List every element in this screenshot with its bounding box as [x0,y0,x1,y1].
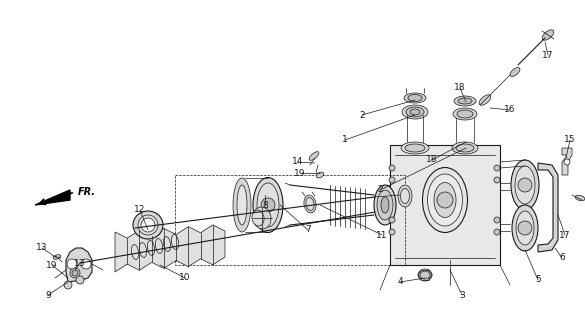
Polygon shape [115,225,225,272]
Ellipse shape [374,185,396,225]
Circle shape [64,281,72,289]
Text: 16: 16 [504,106,516,115]
Ellipse shape [516,211,534,245]
Circle shape [70,268,80,278]
Ellipse shape [133,211,163,239]
Text: 13: 13 [74,259,86,268]
Ellipse shape [257,183,279,227]
Polygon shape [390,145,500,265]
Ellipse shape [479,95,491,105]
Text: 5: 5 [535,276,541,284]
Ellipse shape [401,142,429,154]
Ellipse shape [53,255,61,259]
Polygon shape [538,163,558,252]
Ellipse shape [406,107,424,117]
Circle shape [389,177,395,183]
Ellipse shape [233,178,251,232]
Circle shape [141,218,155,232]
Circle shape [437,192,453,208]
Text: 17: 17 [559,230,571,239]
Ellipse shape [512,205,538,251]
Ellipse shape [453,108,477,120]
Ellipse shape [402,105,428,119]
Circle shape [389,165,395,171]
Text: 8: 8 [262,201,268,210]
Circle shape [389,229,395,235]
Text: 18: 18 [454,84,466,92]
Ellipse shape [309,152,319,160]
Bar [175,175,405,265]
Text: 17: 17 [542,51,554,60]
Ellipse shape [404,93,426,103]
Circle shape [494,165,500,171]
Text: 1: 1 [342,135,348,145]
Text: 9: 9 [45,291,51,300]
Text: 7: 7 [305,226,311,235]
Ellipse shape [458,98,472,104]
Ellipse shape [408,94,422,101]
Ellipse shape [420,271,430,279]
Ellipse shape [428,174,463,226]
Text: 4: 4 [397,277,403,286]
Ellipse shape [381,197,389,213]
Ellipse shape [515,166,535,204]
Ellipse shape [253,178,283,233]
Polygon shape [66,248,92,282]
Text: 12: 12 [135,205,146,214]
Text: 15: 15 [565,135,576,145]
Ellipse shape [542,30,554,40]
Text: 2: 2 [359,110,365,119]
Circle shape [564,159,570,165]
Ellipse shape [575,195,585,201]
Ellipse shape [434,182,456,218]
Circle shape [81,259,91,269]
Text: 11: 11 [376,230,388,239]
Ellipse shape [410,109,420,115]
Circle shape [389,217,395,223]
Text: 13: 13 [36,244,48,252]
Text: 10: 10 [179,274,191,283]
Ellipse shape [398,185,412,207]
Polygon shape [562,148,572,175]
Ellipse shape [306,197,314,211]
Text: 3: 3 [459,291,465,300]
Circle shape [494,217,500,223]
Ellipse shape [457,110,473,118]
Text: 14: 14 [292,157,304,166]
Ellipse shape [253,207,271,229]
Circle shape [261,198,275,212]
Ellipse shape [304,195,316,213]
Ellipse shape [377,190,393,220]
Ellipse shape [237,185,247,225]
Circle shape [76,276,84,284]
Circle shape [518,178,532,192]
Ellipse shape [401,188,409,204]
Ellipse shape [422,167,467,233]
Text: 19: 19 [294,169,306,178]
Polygon shape [35,190,70,205]
Text: 18: 18 [426,156,438,164]
Circle shape [494,229,500,235]
Ellipse shape [316,172,324,178]
Ellipse shape [452,142,478,154]
Ellipse shape [510,68,520,76]
Text: FR.: FR. [78,187,96,197]
Ellipse shape [454,96,476,106]
Circle shape [518,221,532,235]
Text: 19: 19 [46,260,58,269]
Circle shape [494,177,500,183]
Circle shape [67,259,77,269]
Ellipse shape [405,144,425,152]
Circle shape [72,270,78,276]
Text: 6: 6 [559,253,565,262]
Ellipse shape [252,210,264,226]
Ellipse shape [418,269,432,281]
Ellipse shape [511,160,539,210]
Text: 2: 2 [377,186,383,195]
Ellipse shape [456,144,474,152]
Ellipse shape [138,215,158,235]
